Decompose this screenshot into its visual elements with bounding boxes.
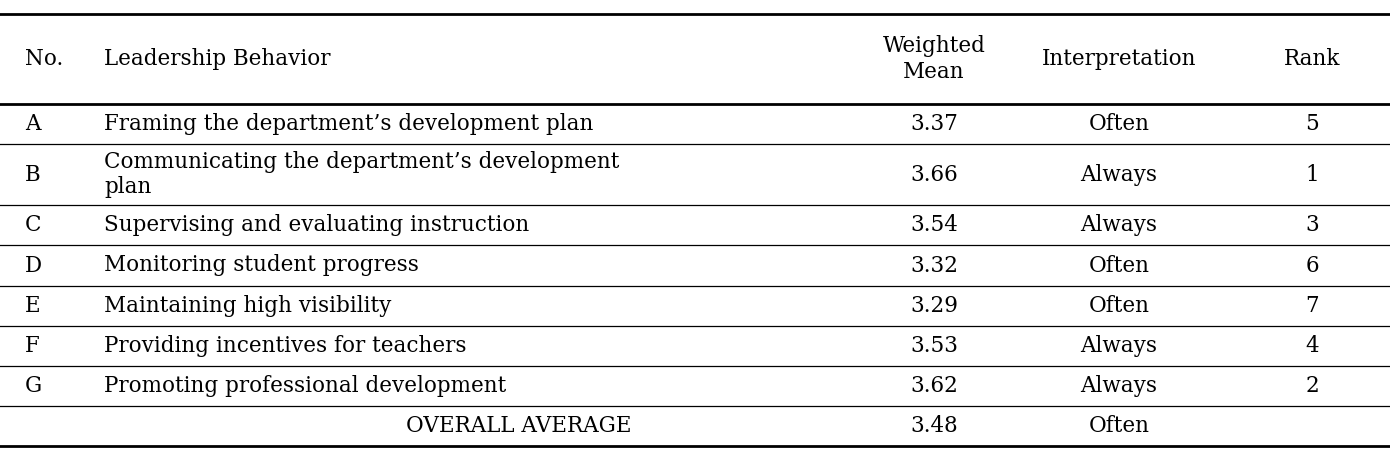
Text: 3.32: 3.32: [910, 254, 958, 277]
Text: Rank: Rank: [1284, 48, 1340, 70]
Text: C: C: [25, 214, 42, 236]
Text: No.: No.: [25, 48, 64, 70]
Text: Always: Always: [1080, 375, 1158, 397]
Text: Often: Often: [1088, 254, 1150, 277]
Text: 4: 4: [1305, 335, 1319, 357]
Text: A: A: [25, 113, 40, 135]
Text: 3.53: 3.53: [910, 335, 958, 357]
Text: Always: Always: [1080, 335, 1158, 357]
Text: D: D: [25, 254, 42, 277]
Text: F: F: [25, 335, 40, 357]
Text: 2: 2: [1305, 375, 1319, 397]
Text: 3.62: 3.62: [910, 375, 958, 397]
Text: 3: 3: [1305, 214, 1319, 236]
Text: 3.54: 3.54: [910, 214, 958, 236]
Text: Always: Always: [1080, 214, 1158, 236]
Text: 3.37: 3.37: [910, 113, 958, 135]
Text: Often: Often: [1088, 113, 1150, 135]
Text: 3.29: 3.29: [910, 295, 958, 317]
Text: 6: 6: [1305, 254, 1319, 277]
Text: Interpretation: Interpretation: [1041, 48, 1197, 70]
Text: Supervising and evaluating instruction: Supervising and evaluating instruction: [104, 214, 530, 236]
Text: Leadership Behavior: Leadership Behavior: [104, 48, 331, 70]
Text: G: G: [25, 375, 42, 397]
Text: Providing incentives for teachers: Providing incentives for teachers: [104, 335, 467, 357]
Text: 3.48: 3.48: [910, 415, 958, 437]
Text: 1: 1: [1305, 164, 1319, 185]
Text: 3.66: 3.66: [910, 164, 958, 185]
Text: 7: 7: [1305, 295, 1319, 317]
Text: Promoting professional development: Promoting professional development: [104, 375, 506, 397]
Text: Communicating the department’s development
plan: Communicating the department’s developme…: [104, 151, 620, 198]
Text: Maintaining high visibility: Maintaining high visibility: [104, 295, 392, 317]
Text: Framing the department’s development plan: Framing the department’s development pla…: [104, 113, 594, 135]
Text: Weighted
Mean: Weighted Mean: [883, 35, 986, 83]
Text: 5: 5: [1305, 113, 1319, 135]
Text: Often: Often: [1088, 295, 1150, 317]
Text: OVERALL AVERAGE: OVERALL AVERAGE: [406, 415, 632, 437]
Text: Always: Always: [1080, 164, 1158, 185]
Text: B: B: [25, 164, 40, 185]
Text: Monitoring student progress: Monitoring student progress: [104, 254, 420, 277]
Text: E: E: [25, 295, 40, 317]
Text: Often: Often: [1088, 415, 1150, 437]
